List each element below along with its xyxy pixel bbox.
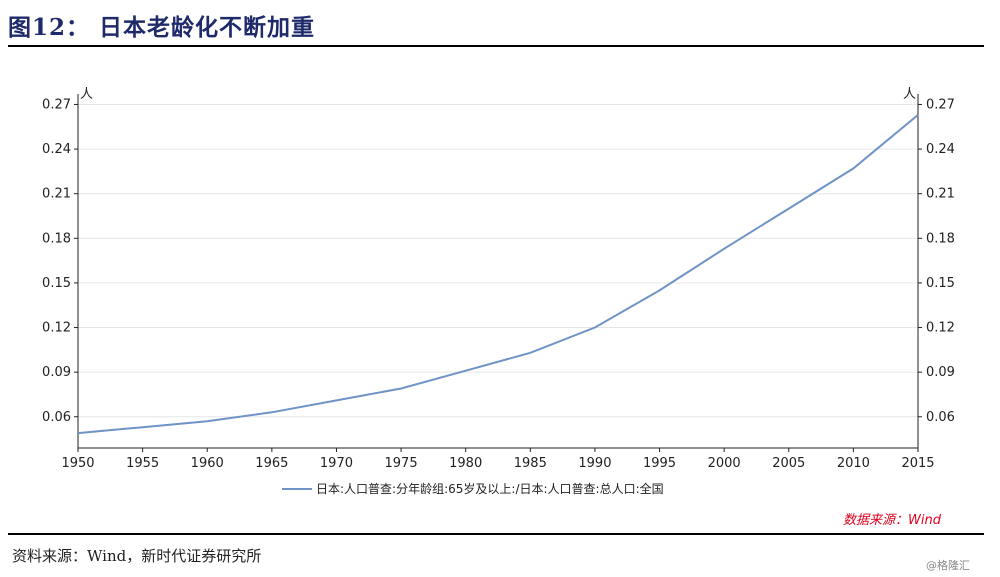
y-tick-label-left: 0.06 (42, 410, 71, 425)
x-tick-label: 1950 (61, 456, 94, 471)
x-tick-label: 2010 (837, 456, 870, 471)
x-tick-label: 1995 (643, 456, 676, 471)
y-tick-label-left: 0.21 (42, 187, 71, 202)
legend-label: 日本:人口普查:分年龄组:65岁及以上:/日本:人口普查:总人口:全国 (316, 481, 664, 496)
grid-lines (78, 103, 918, 418)
y-axis-left: 0.06 0.09 0.12 0.15 0.18 0.21 0.24 0.27 (42, 97, 78, 425)
legend: 日本:人口普查:分年龄组:65岁及以上:/日本:人口普查:总人口:全国 (282, 481, 664, 496)
source-note: 资料来源：Wind，新时代证券研究所 (12, 547, 262, 565)
axes: 人人 (77, 87, 919, 449)
y-tick-label-left: 0.09 (42, 365, 71, 380)
x-tick-label: 1955 (126, 456, 159, 471)
x-tick-label: 2005 (772, 456, 805, 471)
series-line (77, 114, 919, 435)
figure-title: 图12： 日本老龄化不断加重 (8, 14, 316, 41)
series-group (77, 114, 919, 435)
bottom-rule (8, 533, 984, 535)
y-tick-label-right: 0.21 (926, 187, 955, 202)
x-tick-label: 1990 (578, 456, 611, 471)
y-tick-label-right: 0.09 (926, 365, 955, 380)
y-tick-label-left: 0.12 (42, 321, 71, 336)
x-tick-label: 1985 (514, 456, 547, 471)
y-tick-label-right: 0.12 (926, 321, 955, 336)
x-tick-label: 1970 (320, 456, 353, 471)
y-tick-label-right: 0.24 (926, 142, 955, 157)
y-tick-label-right: 0.27 (926, 97, 955, 112)
y-unit-right: 人 (903, 87, 916, 102)
x-tick-label: 1960 (191, 456, 224, 471)
y-tick-label-right: 0.06 (926, 410, 955, 425)
y-tick-label-right: 0.15 (926, 276, 955, 291)
watermark: @格隆汇 (926, 559, 970, 572)
x-tick-label: 2015 (901, 456, 934, 471)
y-axis-right: 0.06 0.09 0.12 0.15 0.18 0.21 0.24 0.27 (918, 97, 955, 425)
y-tick-label-left: 0.24 (42, 142, 71, 157)
y-tick-label-right: 0.18 (926, 231, 955, 246)
x-tick-label: 1975 (385, 456, 418, 471)
top-rule (8, 45, 984, 47)
x-tick-label: 1965 (255, 456, 288, 471)
x-axis: 1950 1955 1960 1965 1970 1975 1980 1985 1990 1995… (61, 448, 935, 471)
x-tick-label: 1980 (449, 456, 482, 471)
y-tick-label-left: 0.18 (42, 231, 71, 246)
y-unit-left: 人 (80, 87, 93, 102)
y-tick-label-left: 0.15 (42, 276, 71, 291)
y-tick-label-left: 0.27 (42, 97, 71, 112)
data-source-label: 数据来源：Wind (843, 513, 941, 528)
x-tick-label: 2000 (708, 456, 741, 471)
